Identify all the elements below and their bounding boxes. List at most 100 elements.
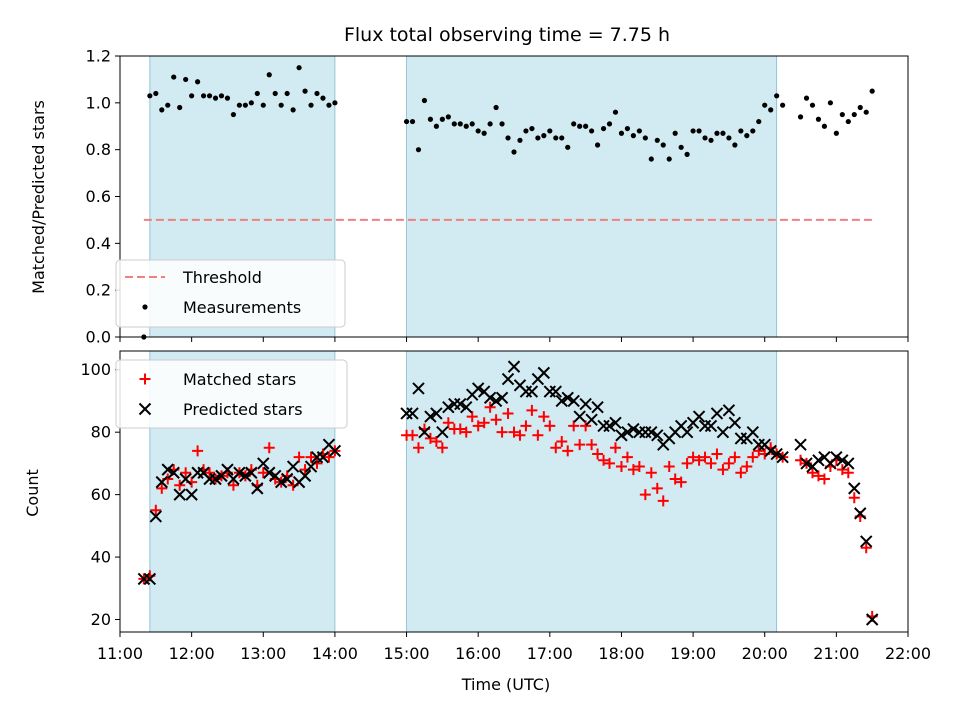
matched-star-point: [550, 442, 562, 454]
matched-star-point: [669, 473, 681, 485]
measurement-point: [511, 149, 517, 155]
matched-star-point: [723, 457, 735, 469]
measurement-point: [415, 147, 422, 153]
predicted-star-point: [537, 366, 551, 380]
matched-star-point: [693, 454, 705, 466]
predicted-star-point: [573, 410, 586, 423]
x-tick-label: 11:00: [97, 644, 143, 663]
matched-star-point: [520, 420, 532, 432]
matched-star-point: [604, 457, 616, 469]
predicted-star-point: [257, 457, 270, 470]
measurement-point: [768, 107, 774, 113]
predicted-star-point: [418, 425, 431, 439]
x-tick-label: 19:00: [670, 644, 716, 663]
measurement-point: [171, 74, 177, 80]
legend-top: Threshold Measurements: [115, 259, 346, 328]
measurement-point: [308, 102, 314, 108]
y-tick-label: 1.0: [86, 93, 111, 112]
matched-star-point: [442, 417, 454, 429]
x-tick-label: 12:00: [169, 644, 215, 663]
predicted-star-point: [842, 457, 855, 470]
predicted-star-point: [770, 447, 783, 461]
measurement-point: [403, 118, 410, 125]
measurement-point: [165, 102, 171, 108]
measurement-point: [523, 128, 529, 134]
predicted-star-point: [173, 488, 186, 501]
measurement-point: [421, 97, 428, 104]
measurement-point: [589, 128, 595, 134]
matched-star-point: [812, 470, 824, 482]
predicted-star-point: [424, 410, 437, 423]
top-panel: 0.0 0.2 0.4 0.6 0.8 1.0 1.2 Threshold Measuremen…: [86, 47, 909, 347]
measurement-point: [200, 93, 207, 99]
x-tick-label: 16:00: [455, 644, 501, 663]
measurement-point: [774, 93, 780, 99]
measurement-point: [702, 135, 708, 141]
predicted-star-point: [149, 510, 163, 523]
matched-star-point: [257, 467, 269, 479]
predicted-star-point: [430, 407, 443, 420]
legend-matched-label: Matched stars: [183, 370, 296, 389]
predicted-star-point: [591, 400, 604, 414]
measurement-point: [762, 102, 768, 108]
matched-star-point: [609, 442, 621, 454]
measurement-point: [732, 142, 738, 148]
measurement-point: [302, 88, 308, 94]
matched-star-point: [687, 451, 699, 463]
matched-star-point: [192, 445, 204, 457]
measurement-point: [254, 90, 260, 97]
predicted-star-point: [239, 469, 252, 483]
predicted-star-point: [489, 394, 503, 408]
measurement-point: [684, 151, 690, 157]
matched-star-point: [621, 451, 633, 463]
matched-star-point: [150, 504, 162, 516]
x-tick-label: 13:00: [240, 644, 286, 663]
predicted-star-point: [507, 360, 521, 373]
measurement-point: [648, 156, 654, 162]
measurement-point: [332, 100, 338, 106]
predicted-star-point: [692, 410, 706, 423]
measurement-point: [218, 93, 225, 99]
matched-star-point: [174, 479, 186, 491]
predicted-star-point: [304, 460, 318, 473]
predicted-star-point: [155, 475, 168, 489]
matched-star-point: [735, 467, 747, 479]
measurement-point: [738, 128, 744, 134]
measurement-point: [529, 125, 535, 132]
predicted-star-point: [221, 463, 234, 476]
bottom-panel: 20 40 60 80 100 11:00 12:00 13:00 14:00 15:00 16:0…: [80, 350, 931, 663]
predicted-star-point: [280, 472, 294, 486]
matched-star-point: [711, 448, 723, 460]
y-tick-label: 40: [91, 548, 111, 567]
matched-star-point: [568, 420, 580, 432]
predicted-star-point: [567, 394, 580, 408]
matched-star-point: [651, 482, 663, 494]
measurement-point: [159, 107, 165, 113]
legend-measurements-label: Measurements: [183, 298, 301, 317]
predicted-star-point: [603, 419, 616, 433]
matched-star-point: [204, 467, 216, 479]
matched-star-point: [705, 457, 717, 469]
matched-star-point: [842, 467, 854, 479]
matched-star-point: [407, 429, 419, 441]
measurement-point: [224, 95, 231, 101]
matched-star-point: [538, 411, 550, 423]
predicted-star-point: [561, 391, 574, 405]
predicted-star-point: [555, 394, 568, 408]
measurement-point: [815, 116, 822, 122]
measurement-point: [666, 156, 672, 162]
predicted-star-point: [549, 385, 562, 398]
matched-star-point: [323, 451, 335, 463]
measurement-point: [547, 128, 553, 134]
matched-star-point: [818, 473, 830, 485]
predicted-star-point: [442, 400, 455, 414]
matched-star-point: [753, 445, 765, 457]
measurement-point: [618, 130, 625, 136]
measurement-point: [326, 102, 332, 108]
predicted-star-point: [615, 429, 628, 442]
measurement-point: [147, 93, 153, 99]
matched-star-point: [717, 464, 729, 476]
measurement-point: [654, 137, 660, 143]
measurement-point: [212, 95, 219, 101]
